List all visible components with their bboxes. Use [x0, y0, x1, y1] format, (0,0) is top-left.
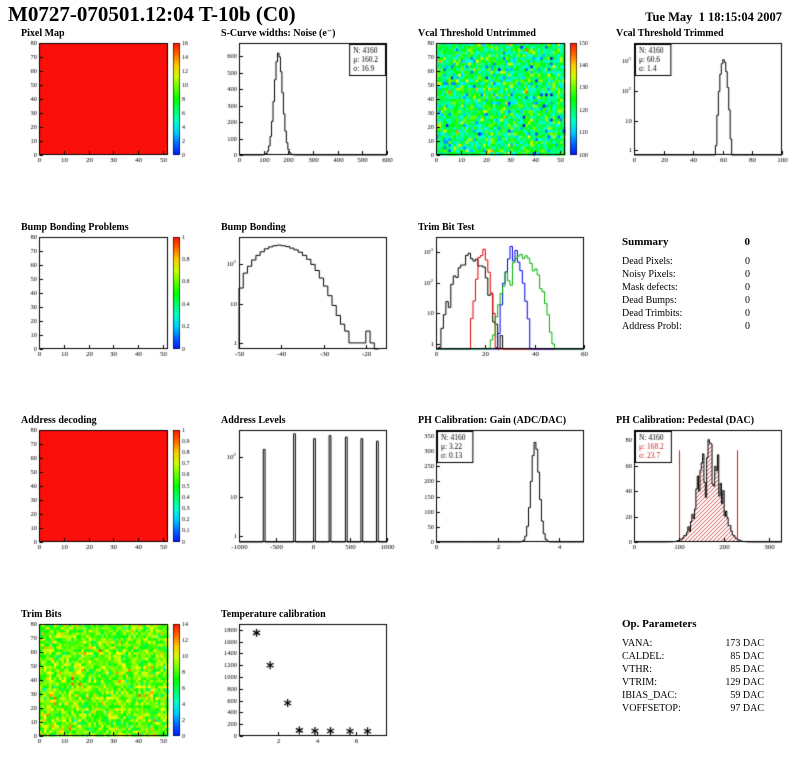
- ph-gain-chart: [409, 427, 593, 555]
- row-label: Dead Bumps:: [622, 295, 677, 306]
- row-value: 85 DAC: [730, 651, 764, 662]
- summary-row-dead-bumps: Dead Bumps: 0: [622, 294, 750, 307]
- op-parameters-panel: Op. Parameters VANA: 173 DAC CALDEL: 85 …: [622, 618, 764, 715]
- trim-bit-test-chart: [409, 234, 593, 362]
- op-row-voffsetop: VOFFSETOP: 97 DAC: [622, 702, 764, 715]
- row-value: 129 DAC: [725, 677, 764, 688]
- panel-vcal-untrimmed: Vcal Threshold Untrimmed: [409, 28, 599, 168]
- panel-trim-bits: Trim Bits: [12, 609, 202, 749]
- vcal-trimmed-chart: [607, 40, 791, 168]
- panel-address-decoding: Address decoding: [12, 415, 202, 555]
- bump-bonding-chart: [212, 234, 396, 362]
- row-label: Dead Pixels:: [622, 256, 673, 267]
- summary-total: 0: [744, 236, 751, 248]
- panel-vcal-trimmed: Vcal Threshold Trimmed: [607, 28, 796, 168]
- op-row-caldel: CALDEL: 85 DAC: [622, 650, 764, 663]
- row-label: Mask defects:: [622, 282, 678, 293]
- row-label: Noisy Pixels:: [622, 269, 676, 280]
- panel-temperature-calibration: Temperature calibration: [212, 609, 402, 749]
- chart-title: Address Levels: [221, 415, 286, 426]
- row-value: 59 DAC: [730, 690, 764, 701]
- op-row-vana: VANA: 173 DAC: [622, 637, 764, 650]
- chart-title: Address decoding: [21, 415, 97, 426]
- temperature-calibration-chart: [212, 621, 396, 749]
- op-parameters-title: Op. Parameters: [622, 618, 697, 630]
- chart-title: Vcal Threshold Trimmed: [616, 28, 724, 39]
- summary-row-address-probl: Address Probl: 0: [622, 320, 750, 333]
- panel-ph-pedestal: PH Calibration: Pedestal (DAC): [607, 415, 796, 555]
- row-value: 0: [745, 256, 750, 267]
- chart-title: Trim Bits: [21, 609, 62, 620]
- summary-row-dead-pixels: Dead Pixels: 0: [622, 255, 750, 268]
- panel-ph-gain: PH Calibration: Gain (ADC/DAC): [409, 415, 599, 555]
- chart-title: PH Calibration: Pedestal (DAC): [616, 415, 755, 426]
- op-row-vthr: VTHR: 85 DAC: [622, 663, 764, 676]
- chart-title: Vcal Threshold Untrimmed: [418, 28, 536, 39]
- row-label: Dead Trimbits:: [622, 308, 683, 319]
- summary-title: Summary: [622, 236, 669, 248]
- chart-title: Trim Bit Test: [418, 222, 475, 233]
- address-levels-chart: [212, 427, 396, 555]
- panel-bump-problems: Bump Bonding Problems: [12, 222, 202, 362]
- summary-row-dead-trimbits: Dead Trimbits: 0: [622, 307, 750, 320]
- row-value: 85 DAC: [730, 664, 764, 675]
- address-decoding-chart: [12, 427, 196, 555]
- chart-title: S-Curve widths: Noise (e⁻): [221, 28, 336, 39]
- row-value: 0: [745, 269, 750, 280]
- summary-row-mask-defects: Mask defects: 0: [622, 281, 750, 294]
- panel-scurve-noise: S-Curve widths: Noise (e⁻): [212, 28, 402, 168]
- timestamp: Tue May 1 18:15:04 2007: [645, 10, 782, 24]
- op-row-ibias-dac: IBIAS_DAC: 59 DAC: [622, 689, 764, 702]
- panel-pixel-map: Pixel Map: [12, 28, 202, 168]
- page-title: M0727-070501.12:04 T-10b (C0): [8, 2, 296, 26]
- scurve-noise-chart: [212, 40, 396, 168]
- chart-title: Bump Bonding: [221, 222, 286, 233]
- chart-title: Temperature calibration: [221, 609, 326, 620]
- row-value: 0: [745, 295, 750, 306]
- summary-row-noisy-pixels: Noisy Pixels: 0: [622, 268, 750, 281]
- row-label: Address Probl:: [622, 321, 682, 332]
- row-value: 0: [745, 321, 750, 332]
- row-value: 0: [745, 282, 750, 293]
- panel-address-levels: Address Levels: [212, 415, 402, 555]
- trim-bits-chart: [12, 621, 196, 749]
- row-label: VOFFSETOP:: [622, 703, 681, 714]
- row-label: VTRIM:: [622, 677, 657, 688]
- summary-panel: Summary 0 Dead Pixels: 0 Noisy Pixels: 0…: [622, 236, 750, 333]
- chart-title: Bump Bonding Problems: [21, 222, 129, 233]
- row-value: 0: [745, 308, 750, 319]
- panel-bump-bonding: Bump Bonding: [212, 222, 402, 362]
- panel-trim-bit-test: Trim Bit Test: [409, 222, 599, 362]
- row-value: 97 DAC: [730, 703, 764, 714]
- row-value: 173 DAC: [725, 638, 764, 649]
- chart-title: Pixel Map: [21, 28, 65, 39]
- vcal-untrimmed-chart: [409, 40, 593, 168]
- bump-problems-chart: [12, 234, 196, 362]
- row-label: VTHR:: [622, 664, 652, 675]
- row-label: IBIAS_DAC:: [622, 690, 678, 701]
- row-label: VANA:: [622, 638, 653, 649]
- row-label: CALDEL:: [622, 651, 665, 662]
- pixel-map-chart: [12, 40, 196, 168]
- chart-title: PH Calibration: Gain (ADC/DAC): [418, 415, 567, 426]
- ph-pedestal-chart: [607, 427, 791, 555]
- op-row-vtrim: VTRIM: 129 DAC: [622, 676, 764, 689]
